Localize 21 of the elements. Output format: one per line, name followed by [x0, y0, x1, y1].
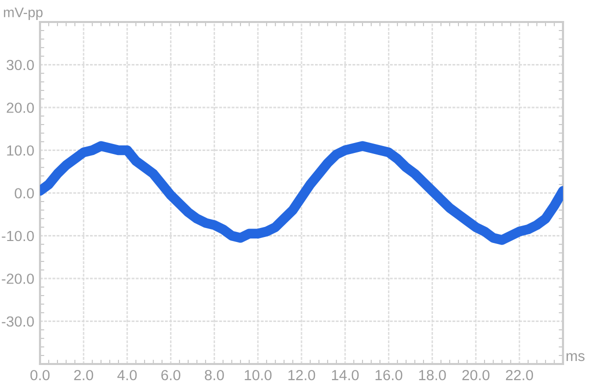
x-tick-label: 22.0 [506, 370, 534, 380]
x-tick-label: 2.0 [74, 370, 94, 380]
x-tick-label: 4.0 [117, 370, 137, 380]
x-tick-label: 14.0 [332, 370, 359, 380]
y-tick-label: -10.0 [2, 230, 34, 242]
x-tick-label: 16.0 [376, 370, 402, 380]
x-tick-label: 8.0 [204, 370, 224, 380]
y-tick-label: -30.0 [2, 316, 34, 327]
x-tick-label: 12.0 [288, 370, 316, 380]
y-tick-label: 20.0 [6, 102, 34, 113]
y-axis-title: mV-pp [4, 8, 43, 20]
x-tick-label: 10.0 [244, 370, 272, 380]
x-tick-label: 0.0 [30, 370, 50, 380]
x-tick-label: 18.0 [419, 370, 446, 380]
x-axis-title: ms [566, 353, 585, 362]
x-tick-label: 20.0 [462, 370, 490, 380]
y-tick-label: -20.0 [2, 274, 34, 284]
y-tick-label: 0.0 [14, 188, 34, 198]
y-tick-label: 30.0 [6, 60, 34, 70]
y-tick-label: 10.0 [7, 145, 34, 156]
x-tick-label: 6.0 [161, 370, 180, 380]
